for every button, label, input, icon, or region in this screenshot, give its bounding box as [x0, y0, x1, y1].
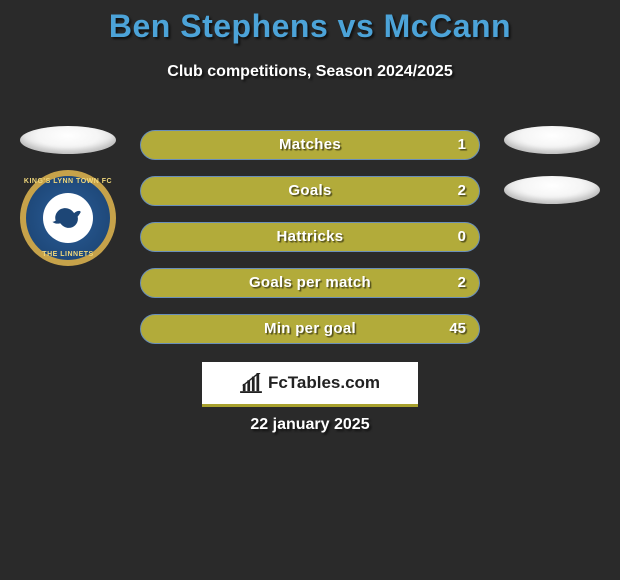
stat-row: Hattricks0: [140, 222, 480, 252]
stat-label: Min per goal: [140, 314, 480, 344]
stat-value: 0: [458, 222, 466, 252]
badge-bottom-text: THE LINNETS: [42, 251, 93, 258]
stat-row: Goals per match2: [140, 268, 480, 298]
bird-icon: [51, 201, 85, 235]
stat-value: 2: [458, 176, 466, 206]
player-photo-placeholder: [504, 126, 600, 154]
stat-label: Matches: [140, 130, 480, 160]
stat-value: 2: [458, 268, 466, 298]
subtitle: Club competitions, Season 2024/2025: [0, 63, 620, 81]
brand-chart-icon: [240, 373, 262, 393]
stat-value: 45: [449, 314, 466, 344]
page-title: Ben Stephens vs McCann: [0, 8, 620, 45]
club-badge: KING'S LYNN TOWN FC THE LINNETS: [20, 170, 116, 266]
brand-text: FcTables.com: [268, 373, 380, 393]
stat-row: Min per goal45: [140, 314, 480, 344]
club-badge-placeholder: [504, 176, 600, 204]
stat-label: Goals: [140, 176, 480, 206]
stat-row: Goals2: [140, 176, 480, 206]
badge-top-text: KING'S LYNN TOWN FC: [24, 178, 112, 185]
stat-row: Matches1: [140, 130, 480, 160]
left-player-column: KING'S LYNN TOWN FC THE LINNETS: [18, 126, 118, 266]
date-text: 22 january 2025: [0, 416, 620, 434]
stat-label: Goals per match: [140, 268, 480, 298]
brand-box[interactable]: FcTables.com: [202, 362, 418, 407]
stat-value: 1: [458, 130, 466, 160]
player-photo-placeholder: [20, 126, 116, 154]
comparison-card: Ben Stephens vs McCann Club competitions…: [0, 8, 620, 580]
badge-inner: [43, 193, 93, 243]
right-player-column: [502, 126, 602, 226]
stat-bars: Matches1Goals2Hattricks0Goals per match2…: [140, 130, 480, 360]
stat-label: Hattricks: [140, 222, 480, 252]
